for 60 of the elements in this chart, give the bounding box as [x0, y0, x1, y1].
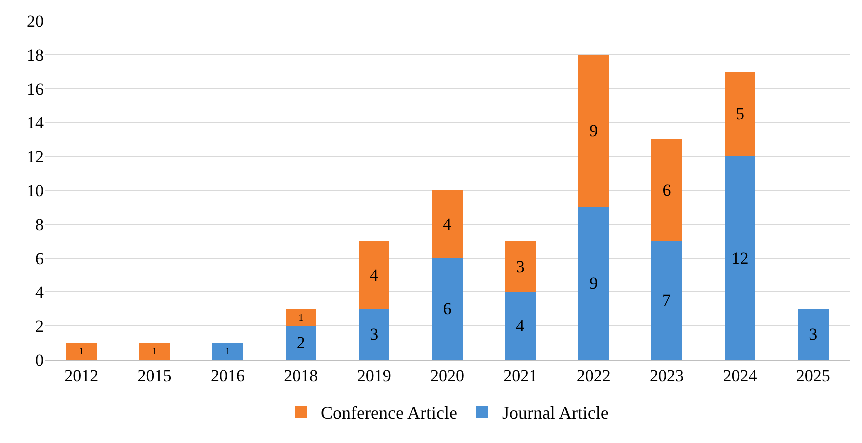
bar: [505, 292, 536, 360]
data-label: 3: [809, 325, 818, 344]
data-label: 6: [662, 181, 672, 200]
data-label: 3: [516, 257, 525, 276]
y-tick-label: 14: [27, 114, 44, 133]
y-tick-label: 12: [27, 148, 44, 167]
legend-label: Conference Article: [321, 403, 458, 424]
bar: [286, 309, 316, 326]
y-tick-label: 2: [36, 317, 44, 336]
x-tick-label: 2024: [723, 366, 758, 386]
y-tick-label: 10: [27, 181, 44, 200]
x-tick-label: 2022: [576, 366, 611, 386]
x-tick-label: 2019: [357, 366, 392, 386]
bar: [432, 258, 463, 360]
data-label: 4: [370, 266, 379, 285]
x-tick-label: 2018: [284, 366, 318, 386]
x-tick-label: 2025: [796, 366, 830, 386]
bar: [358, 309, 390, 360]
x-tick-label: 2020: [430, 366, 464, 386]
bar: [798, 309, 829, 360]
x-tick-label: 2023: [650, 366, 684, 386]
y-tick-label: 0: [36, 350, 44, 370]
x-tick-label: 2021: [504, 366, 538, 386]
bar: [212, 343, 244, 360]
y-tick-label: 6: [36, 249, 44, 268]
bar: [286, 326, 316, 360]
bar: [358, 241, 390, 310]
bar: [139, 343, 170, 360]
data-label: 7: [662, 291, 672, 310]
data-label: 1: [298, 312, 304, 324]
bar: [578, 207, 610, 360]
bar: [652, 140, 682, 242]
data-label: 1: [226, 346, 231, 358]
y-tick-label: 4: [36, 283, 44, 302]
data-label: 4: [443, 214, 452, 234]
data-label: 12: [732, 248, 749, 268]
data-label: 9: [590, 122, 598, 141]
bar: [505, 241, 536, 292]
y-tick-label: 16: [27, 80, 44, 99]
y-tick-label: 18: [27, 46, 44, 65]
bar: [578, 54, 610, 208]
y-tick-label: 20: [27, 12, 44, 31]
y-tick-label: 8: [36, 215, 44, 234]
bar: [432, 190, 463, 258]
data-label: 4: [516, 316, 526, 336]
data-label: 1: [152, 346, 158, 358]
data-label: 6: [443, 300, 452, 319]
legend-label: Journal Article: [502, 403, 609, 424]
bar: [724, 72, 756, 157]
bar: [66, 343, 97, 360]
data-label: 1: [79, 346, 84, 358]
data-label: 9: [590, 274, 598, 294]
data-label: 5: [736, 104, 744, 124]
data-label: 3: [370, 325, 379, 344]
data-label: 2: [296, 334, 306, 353]
x-tick-label: 2015: [138, 366, 172, 386]
bar: [652, 241, 682, 360]
x-tick-label: 2016: [210, 366, 245, 386]
bar: [724, 156, 756, 360]
x-tick-label: 2012: [64, 366, 99, 386]
